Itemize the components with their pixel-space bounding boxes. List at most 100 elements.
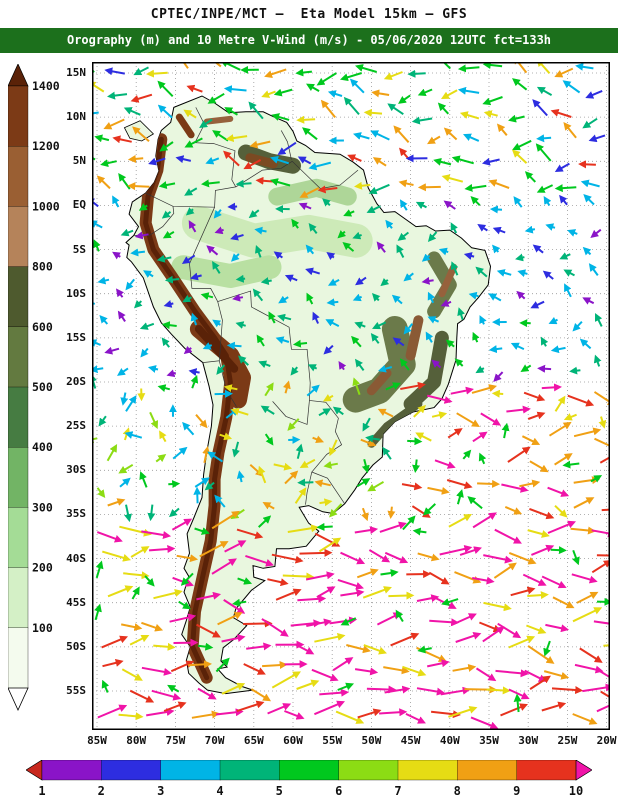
- wind-vector: [582, 117, 598, 129]
- wind-vector: [521, 435, 541, 445]
- wind-vector: [529, 460, 549, 473]
- wind-vector: [354, 526, 379, 535]
- orography-scale-label: 600: [32, 320, 53, 334]
- lat-tick-label: 20S: [66, 375, 86, 388]
- wind-vector: [440, 686, 471, 696]
- wind-vector: [92, 365, 104, 374]
- wind-vector: [380, 569, 399, 577]
- wind-vector: [243, 159, 262, 170]
- border-line: [311, 471, 345, 504]
- wind-vector: [130, 93, 153, 103]
- wind-vector: [479, 621, 502, 633]
- terrain-patch: [405, 315, 424, 361]
- wind-vector: [141, 621, 164, 632]
- wind-vector: [412, 527, 427, 536]
- wind-vector: [421, 253, 431, 262]
- wind-vector: [563, 122, 577, 139]
- wind-vector: [323, 344, 334, 355]
- terrain-patch: [194, 325, 239, 373]
- wind-scale-label: 8: [454, 784, 461, 798]
- wind-vector: [450, 386, 474, 395]
- wind-vector: [93, 239, 101, 252]
- wind-vector: [284, 710, 305, 720]
- terrain-patch: [438, 263, 458, 298]
- wind-vector: [327, 278, 340, 286]
- lat-tick-label: 5N: [72, 154, 86, 168]
- lat-tick-label: 50S: [66, 639, 86, 653]
- wind-vector: [127, 182, 150, 191]
- wind-vector: [325, 319, 340, 327]
- wind-vector: [597, 669, 610, 679]
- wind-vector: [357, 708, 382, 719]
- wind-vector: [260, 277, 272, 285]
- wind-vector: [261, 90, 276, 98]
- lon-tick-label: 20W: [596, 734, 617, 747]
- wind-vector: [379, 521, 407, 533]
- wind-vector: [316, 522, 333, 531]
- wind-vector: [427, 486, 450, 495]
- terrain-patch: [366, 368, 392, 396]
- wind-vector: [363, 644, 387, 655]
- wind-vector: [262, 661, 288, 670]
- wind-vector: [287, 418, 300, 431]
- longitude-axis: 85W 80W 75W 70W 65W 60W 55W 50W 45W 40W 35W 30W 25W 2…: [87, 733, 616, 749]
- orography-scale-label: 400: [32, 440, 53, 454]
- wind-vector: [422, 503, 436, 516]
- wind-cell: [219, 760, 280, 781]
- wind-vector: [94, 603, 102, 621]
- wind-vector: [188, 660, 212, 669]
- wind-max-arrow: [575, 760, 592, 781]
- wind-vector: [249, 140, 271, 149]
- wind-vector: [153, 589, 183, 600]
- wind-vector: [437, 102, 450, 115]
- wind-vector: [527, 529, 550, 538]
- wind-vector: [402, 665, 427, 677]
- wind-vector: [478, 452, 487, 465]
- wind-vector: [271, 671, 301, 689]
- wind-vector: [232, 598, 247, 607]
- wind-vector: [273, 462, 293, 471]
- wind-vector: [103, 118, 125, 130]
- wind-vector: [361, 458, 370, 474]
- wind-vector: [354, 358, 365, 371]
- wind-vector: [496, 269, 512, 277]
- wind-vector: [501, 483, 529, 493]
- wind-vector: [182, 421, 195, 436]
- orography-cell: [8, 326, 29, 388]
- wind-vector: [157, 104, 173, 119]
- wind-vector: [188, 368, 200, 376]
- wind-vector: [507, 446, 531, 463]
- terrain-patch: [143, 136, 233, 681]
- wind-vector: [398, 179, 414, 188]
- wind-vector: [443, 200, 456, 210]
- wind-vector: [206, 245, 219, 256]
- wind-vector: [213, 209, 222, 219]
- wind-vector: [582, 683, 610, 693]
- wind-vector: [447, 428, 463, 439]
- wind-vector: [271, 113, 290, 121]
- wind-vector: [448, 514, 473, 528]
- map-canvas: [92, 62, 610, 730]
- wind-vector: [492, 244, 501, 254]
- wind-vector: [427, 231, 438, 243]
- wind-vector: [204, 481, 215, 491]
- wind-vector: [575, 62, 594, 71]
- wind-vector: [411, 116, 433, 125]
- wind-vector: [322, 198, 331, 207]
- wind-vector: [399, 358, 410, 371]
- wind-vector: [376, 241, 386, 253]
- wind-vector: [102, 550, 132, 562]
- wind-vector: [412, 459, 421, 473]
- wind-vector: [169, 613, 197, 623]
- lon-tick-label: 70W: [204, 734, 225, 747]
- wind-vector: [510, 586, 536, 597]
- wind-vector: [483, 601, 512, 612]
- lat-tick-label: 15N: [66, 66, 86, 79]
- wind-vector: [207, 451, 224, 463]
- orography-colorbar: 1400 1200 1000 800 600 500 400 300 200 100: [8, 64, 60, 711]
- wind-vector: [543, 196, 552, 207]
- wind-vector: [527, 591, 549, 600]
- lon-tick-label: 65W: [243, 734, 264, 747]
- wind-vector: [384, 685, 411, 694]
- wind-vector: [260, 405, 275, 415]
